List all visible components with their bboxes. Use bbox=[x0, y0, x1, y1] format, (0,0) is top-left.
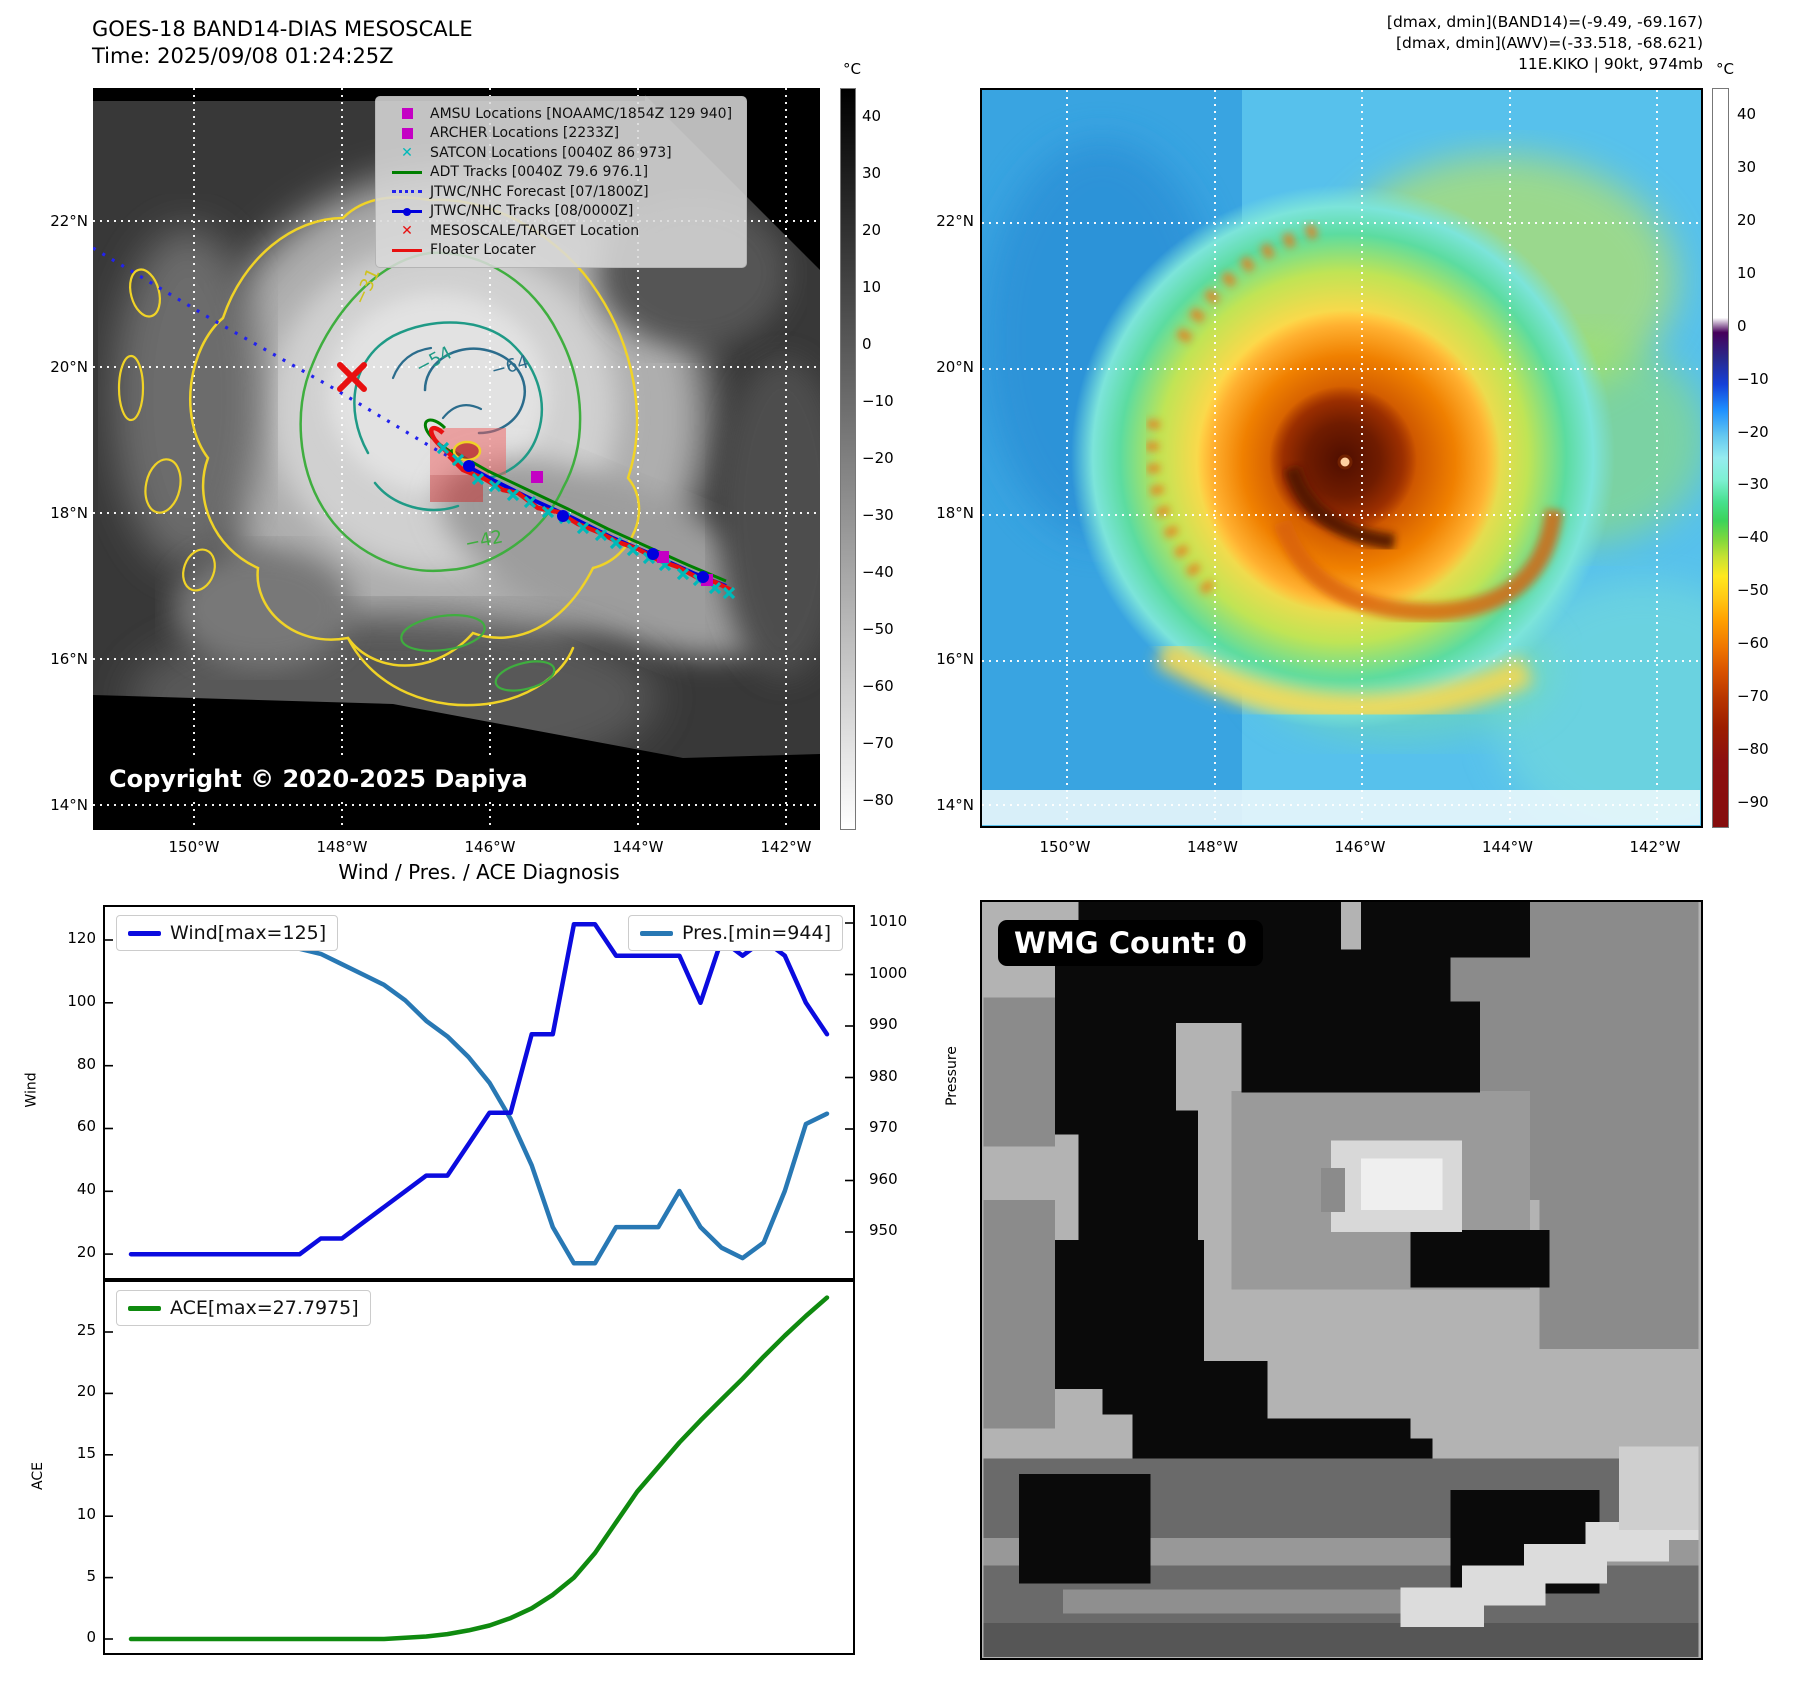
dmax-dmin-band14: [dmax, dmin](BAND14)=(-9.49, -69.167) bbox=[1386, 13, 1703, 31]
eye-marker bbox=[452, 440, 482, 462]
target-x-marker bbox=[337, 362, 367, 392]
wind-legend-swatch bbox=[128, 930, 161, 936]
page-title: GOES-18 BAND14-DIAS MESOSCALE bbox=[92, 17, 473, 41]
storm-tracks bbox=[93, 246, 736, 600]
wind-legend-label: Wind[max=125] bbox=[170, 922, 327, 944]
ace-legend-swatch bbox=[128, 1305, 161, 1311]
ace-chart: ACE[max=27.7975] bbox=[103, 1280, 855, 1655]
graticule bbox=[982, 90, 1700, 825]
pressure-axis-label: Pressure bbox=[943, 1046, 960, 1106]
legend-item: JTWC/NHC Tracks [08/0000Z] bbox=[384, 202, 736, 222]
legend-item: ADT Tracks [0040Z 79.6 976.1] bbox=[384, 163, 736, 183]
diagnosis-title: Wind / Pres. / ACE Diagnosis bbox=[338, 860, 620, 884]
square-marker-icon bbox=[384, 108, 430, 120]
left-map-lon-axis: 150°W 148°W 146°W 144°W 142°W bbox=[168, 838, 812, 856]
right-colorbar-unit: °C bbox=[1716, 60, 1734, 78]
legend-label: AMSU Locations [NOAAMC/1854Z 129 940] bbox=[430, 105, 733, 122]
left-colorbar bbox=[840, 88, 856, 830]
left-panel-header: GOES-18 BAND14-DIAS MESOSCALE Time: 2025… bbox=[92, 16, 473, 70]
wmg-count-badge: WMG Count: 0 bbox=[998, 920, 1263, 966]
pressure-axis-ticks: 1010 1000 990 980 970 960 950 bbox=[869, 912, 908, 1239]
right-map-lon-axis: 150°W 148°W 146°W 144°W 142°W bbox=[1039, 838, 1681, 856]
square-marker-icon bbox=[384, 127, 430, 139]
legend-label: ARCHER Locations [2233Z] bbox=[430, 125, 620, 142]
ace-legend: ACE[max=27.7975] bbox=[116, 1290, 371, 1326]
wind-pressure-plot bbox=[105, 922, 853, 1266]
awv-satellite-map bbox=[980, 88, 1703, 828]
band14-satellite-map: −31 −42 −54 −64 AMSU Locations [NOAAMC/1… bbox=[93, 88, 820, 830]
right-colorbar bbox=[1712, 88, 1729, 828]
axis-ticks bbox=[105, 922, 853, 1255]
line-dot-marker-icon bbox=[384, 207, 430, 216]
wind-legend: Wind[max=125] bbox=[116, 915, 339, 951]
line-marker-icon bbox=[384, 248, 430, 252]
right-colorbar-ticks: 40 30 20 10 0 −10 −20 −30 −40 −50 −60 −70 −80 −90 bbox=[1737, 105, 1769, 811]
legend-item: ✕ SATCON Locations [0040Z 86 973] bbox=[384, 143, 736, 163]
legend-label: Floater Locater bbox=[430, 242, 536, 259]
x-marker-icon: ✕ bbox=[401, 144, 413, 161]
pres-legend: Pres.[min=944] bbox=[628, 915, 843, 951]
left-colorbar-unit: °C bbox=[843, 60, 861, 78]
wmg-bitmap bbox=[983, 902, 1699, 1657]
x-marker-icon: ✕ bbox=[401, 222, 413, 239]
right-panel-header: [dmax, dmin](BAND14)=(-9.49, -69.167) [d… bbox=[1100, 12, 1703, 75]
adt-track bbox=[450, 448, 727, 583]
legend-item: ARCHER Locations [2233Z] bbox=[384, 124, 736, 144]
pres-legend-swatch bbox=[640, 930, 673, 936]
wmg-panel: WMG Count: 0 bbox=[980, 900, 1703, 1660]
right-map-lat-axis: 22°N 20°N 18°N 16°N 14°N bbox=[936, 212, 974, 814]
dmax-dmin-awv: [dmax, dmin](AWV)=(-33.518, -68.621) bbox=[1396, 34, 1703, 52]
legend-label: ADT Tracks [0040Z 79.6 976.1] bbox=[430, 164, 649, 181]
storm-id-intensity: 11E.KIKO | 90kt, 974mb bbox=[1518, 55, 1703, 73]
pres-legend-label: Pres.[min=944] bbox=[682, 922, 831, 944]
awv-map-graphics bbox=[982, 90, 1700, 825]
ace-plot bbox=[105, 1295, 830, 1642]
legend-label: SATCON Locations [0040Z 86 973] bbox=[430, 144, 672, 161]
jtwc-forecast-track bbox=[93, 246, 466, 467]
storm-eye bbox=[1337, 454, 1353, 470]
legend-item: ✕ MESOSCALE/TARGET Location bbox=[384, 221, 736, 241]
copyright-notice: Copyright © 2020-2025 Dapiya bbox=[97, 760, 540, 798]
left-colorbar-ticks: 40 30 20 10 0 −10 −20 −30 −40 −50 −60 −70 −80 bbox=[862, 107, 894, 809]
ir-contours bbox=[117, 196, 641, 707]
ace-axis-label: ACE bbox=[29, 1462, 46, 1490]
line-marker-icon bbox=[384, 170, 430, 174]
ace-legend-label: ACE[max=27.7975] bbox=[170, 1297, 359, 1319]
left-map-lat-axis: 22°N 20°N 18°N 16°N 14°N bbox=[50, 212, 88, 814]
wind-axis-ticks: 120 100 80 60 40 20 bbox=[67, 929, 96, 1261]
legend-item: Floater Locater bbox=[384, 241, 736, 261]
map-legend: AMSU Locations [NOAAMC/1854Z 129 940] ARC… bbox=[375, 96, 747, 268]
legend-label: JTWC/NHC Tracks [08/0000Z] bbox=[430, 203, 634, 220]
wind-axis-label: Wind bbox=[23, 1072, 40, 1108]
dotted-marker-icon bbox=[384, 190, 430, 194]
legend-item: JTWC/NHC Forecast [07/1800Z] bbox=[384, 182, 736, 202]
jtwc-track-points bbox=[463, 460, 709, 583]
legend-label: MESOSCALE/TARGET Location bbox=[430, 222, 640, 239]
axis-ticks bbox=[105, 1331, 113, 1640]
wind-pressure-chart: Wind[max=125] Pres.[min=944] bbox=[103, 905, 855, 1280]
ace-axis-ticks: 25 20 15 10 5 0 bbox=[76, 1321, 96, 1646]
map-legend-items: AMSU Locations [NOAAMC/1854Z 129 940] ARC… bbox=[384, 104, 736, 260]
timestamp: Time: 2025/09/08 01:24:25Z bbox=[92, 44, 394, 68]
legend-label: JTWC/NHC Forecast [07/1800Z] bbox=[430, 183, 649, 200]
mesoscale-sector-patch-dark bbox=[430, 475, 483, 502]
legend-item: AMSU Locations [NOAAMC/1854Z 129 940] bbox=[384, 104, 736, 124]
